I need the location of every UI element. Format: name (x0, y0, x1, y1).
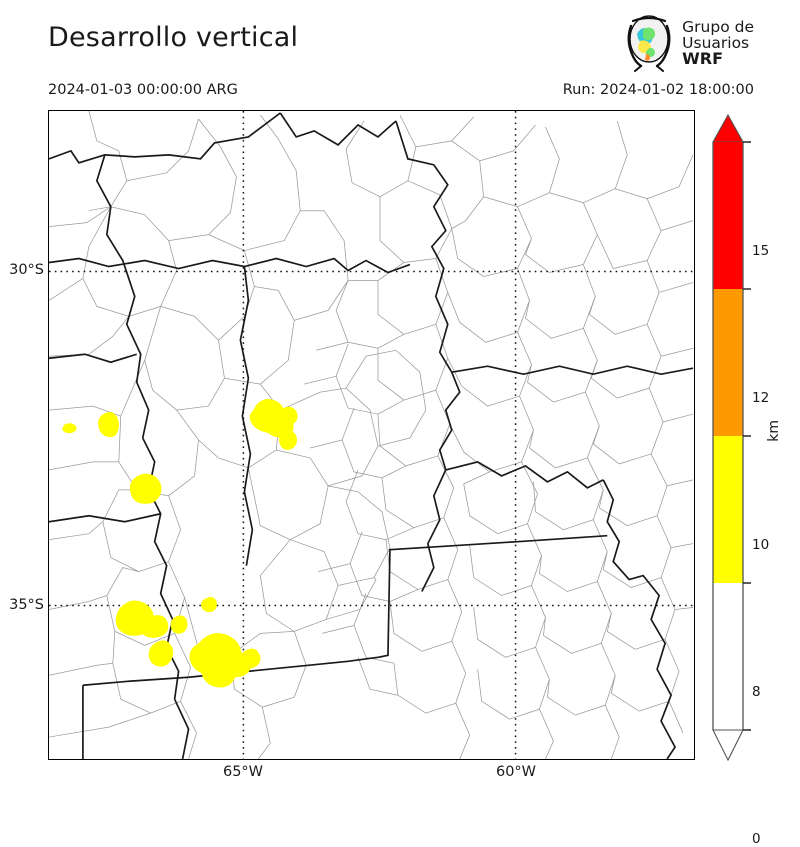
graticule (49, 111, 694, 759)
blob-south-tiny (201, 597, 217, 612)
blob-south-small (170, 615, 188, 634)
colorbar-tick-15: 15 (752, 243, 770, 259)
blob-south-west (115, 600, 169, 638)
lon-label-65w: 65°W (222, 764, 264, 780)
logo-text: Grupo de Usuarios WRF (682, 17, 754, 68)
blob-south-east-edge (240, 648, 261, 669)
county-boundaries (49, 111, 694, 759)
blob-cordoba-east (279, 430, 298, 450)
map-panel[interactable] (48, 110, 695, 760)
colorbar-arrow-bottom (712, 729, 744, 762)
colorbar-ticks (743, 141, 751, 731)
lat-label-35s: 35°S (9, 597, 44, 613)
blob-cordoba-west (249, 399, 298, 438)
run-time-label: Run: 2024-01-02 18:00:00 (562, 82, 754, 98)
colorbar-tick-10: 10 (752, 537, 770, 553)
colorbar-tick-12: 12 (752, 390, 770, 406)
blob-andes-small (61, 423, 77, 434)
colorbar-tick-0: 0 (752, 831, 761, 847)
blob-south-mid (148, 640, 174, 667)
colorbar-band-12-15 (713, 142, 743, 289)
blob-mendoza-north (129, 473, 162, 504)
lon-label-60w: 60°W (495, 764, 537, 780)
colorbar-band-8-10 (713, 436, 743, 583)
colorbar[interactable]: 15 12 10 8 0 (706, 110, 800, 847)
colorbar-arrow-top (712, 113, 744, 143)
province-boundaries (49, 112, 694, 759)
logo-block: Grupo de Usuarios WRF (623, 14, 754, 72)
colorbar-tick-8: 8 (752, 684, 761, 700)
colorbar-band-10-12 (713, 289, 743, 436)
logo-line-1: Grupo de (682, 17, 754, 36)
blob-south-large (189, 633, 252, 688)
map-canvas (49, 111, 694, 759)
valid-time-label: 2024-01-03 00:00:00 ARG (48, 82, 238, 98)
colorbar-canvas (712, 113, 751, 762)
page-title: Desarrollo vertical (48, 22, 299, 53)
blob-andes-border (98, 411, 119, 438)
colorbar-band-0-8 (713, 583, 743, 730)
vertical-development-field (61, 399, 298, 688)
logo-line-wrf: WRF (682, 48, 724, 68)
colorbar-unit-label: km (766, 420, 782, 442)
logo-line-2: Usuarios (682, 33, 750, 52)
globe-icon (627, 15, 671, 72)
lat-label-30s: 30°S (9, 262, 44, 278)
